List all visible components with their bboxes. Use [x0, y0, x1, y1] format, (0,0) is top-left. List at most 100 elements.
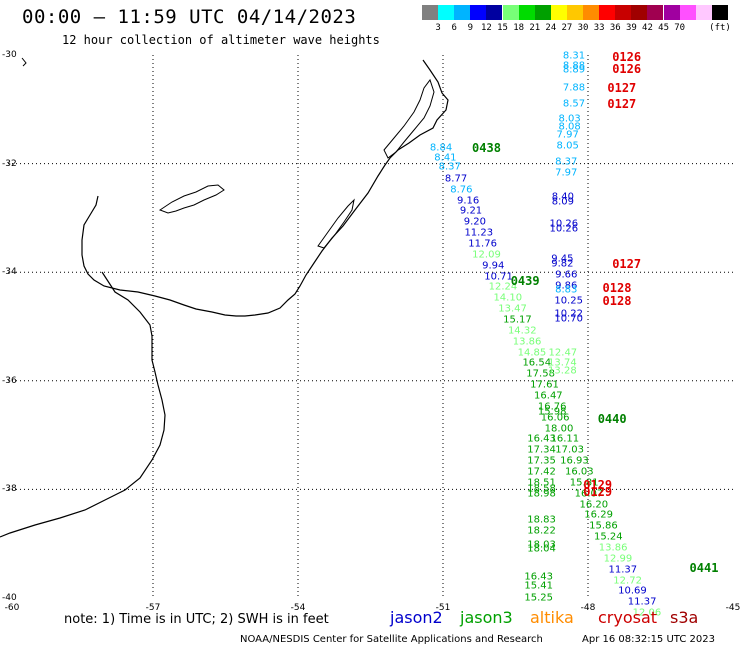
- wave-height-value: 8.37: [555, 156, 578, 168]
- satellite-legend-entry: altika: [530, 608, 574, 627]
- pass-number-label: 0128: [602, 293, 632, 308]
- legend-swatch: [711, 5, 729, 20]
- lat-tick-label: -40: [2, 593, 17, 603]
- lon-tick-label: -45: [725, 603, 740, 613]
- lat-tick-label: -34: [2, 267, 17, 278]
- wave-height-value: 8.89: [562, 64, 586, 76]
- pass-number-label: 0127: [607, 96, 637, 111]
- note-text: note: 1) Time is in UTC; 2) SWH is in fe…: [64, 612, 329, 627]
- wave-height-value: 8.76: [450, 184, 473, 196]
- wave-height-value: 10.69: [618, 585, 647, 597]
- wave-height-value: 10.22: [554, 308, 583, 320]
- wave-height-value: 17.03: [555, 444, 584, 456]
- chart-title: 00:00 — 11:59 UTC 04/14/2023: [22, 6, 357, 28]
- wave-height-value: 8.08: [558, 121, 581, 133]
- wave-height-value: 15.25: [524, 592, 554, 604]
- wave-height-value: 15.17: [503, 314, 532, 326]
- wave-height-value: 9.16: [456, 195, 480, 207]
- wave-height-value: 17.58: [526, 368, 555, 380]
- wave-height-value: 17.34: [527, 444, 556, 456]
- wave-height-value: 10.25: [554, 295, 583, 307]
- wave-height-value: 18.00: [544, 423, 574, 435]
- pass-number-label: 0126: [612, 61, 642, 76]
- wave-height-value: 13.74: [548, 357, 577, 369]
- wave-height-value: 14.32: [507, 325, 537, 337]
- pass-number-label: 0441: [689, 561, 719, 576]
- wave-height-value: 18.98: [527, 488, 556, 500]
- wave-height-value: 18.04: [527, 543, 556, 555]
- wave-height-value: 7.97: [555, 167, 578, 179]
- wave-height-value: 11.37: [608, 564, 638, 576]
- wave-height-value: 9.94: [482, 260, 505, 272]
- wave-height-value: 16.20: [579, 499, 609, 511]
- footer-credit: NOAA/NESDIS Center for Satellite Applica…: [240, 634, 543, 645]
- lat-tick-label: -30: [2, 50, 17, 60]
- legend-label: 42: [642, 23, 653, 33]
- wave-height-value: 17.61: [530, 379, 559, 391]
- wave-height-value: 8.57: [562, 98, 586, 110]
- wave-height-value: 14.10: [493, 292, 523, 304]
- wave-height-value: 15.98: [537, 406, 567, 418]
- wave-height-value: 8.84: [429, 142, 453, 154]
- wave-height-value: 18.51: [527, 477, 556, 489]
- legend-unit: (ft): [709, 23, 731, 33]
- legend-label: 30: [577, 23, 589, 33]
- wave-height-value: 8.05: [556, 140, 579, 152]
- wave-height-value: 18.58: [527, 483, 556, 495]
- wave-height-value: 18.83: [527, 514, 556, 526]
- lagoon-outline: [317, 198, 355, 249]
- wave-height-value: 10.26: [549, 218, 579, 230]
- wave-height-value: 10.26: [549, 223, 579, 235]
- wave-height-value: 16.06: [540, 412, 570, 424]
- wave-height-value: 16.03: [564, 466, 594, 478]
- satellite-legend-entry: jason2: [390, 608, 443, 627]
- wave-height-value: 16.43: [527, 433, 556, 445]
- wave-height-value: 11.23: [464, 227, 494, 239]
- lagoon-outline: [158, 184, 225, 214]
- wave-height-value: 13.47: [498, 303, 527, 315]
- wave-height-value: 9.82: [551, 258, 574, 270]
- wave-height-value: 13.28: [548, 365, 577, 377]
- lat-tick-label: -38: [2, 484, 17, 495]
- wave-height-value: 18.22: [527, 525, 556, 537]
- wave-height-value: 12.24: [488, 281, 518, 293]
- coastline: [81, 59, 449, 317]
- legend-label: 36: [609, 23, 621, 33]
- wave-height-value: 16.07: [574, 488, 604, 500]
- wave-height-value: 16.43: [524, 571, 554, 583]
- wave-height-value: 8.77: [444, 173, 468, 185]
- wave-height-value: 10.71: [484, 271, 513, 283]
- color-legend: 3 6 9 12 15 18 21 24 27 30 33 36 39 42 45 70 (ft): [422, 5, 731, 35]
- wave-height-value: 12.99: [603, 553, 633, 565]
- wave-height-value: 17.42: [527, 466, 556, 478]
- satellite-legend-entry: cryosat: [598, 608, 658, 627]
- wave-height-value: 8.09: [551, 196, 574, 208]
- wave-height-value: 16.76: [537, 401, 567, 413]
- wave-height-value: 8.37: [438, 161, 461, 173]
- coastline: [0, 271, 166, 538]
- wave-height-value: 16.11: [550, 433, 580, 445]
- pass-number-label: 0438: [472, 141, 501, 156]
- wave-height-value: 8.40: [551, 191, 574, 203]
- lagoon-outline: [383, 78, 435, 159]
- pass-number-label: 0129: [583, 485, 613, 500]
- wave-height-value: 13.86: [512, 336, 542, 348]
- chart-subtitle: 12 hour collection of altimeter wave hei…: [62, 33, 380, 47]
- wave-height-value: 8.31: [562, 50, 586, 62]
- legend-label: 33: [593, 23, 605, 33]
- wave-height-value: 9.21: [459, 205, 483, 217]
- pass-number-label: 0128: [602, 281, 632, 296]
- pass-number-label: 0129: [583, 478, 613, 493]
- legend-label: 39: [625, 23, 637, 33]
- legend-label: 18: [513, 23, 525, 33]
- wave-height-value: 16.54: [522, 357, 552, 369]
- satellite-legend-entry: jason3: [460, 608, 513, 627]
- wave-height-value: 10.70: [554, 313, 583, 325]
- wave-height-value: 9.20: [463, 216, 487, 228]
- wave-height-value: 16.47: [534, 390, 563, 402]
- wave-height-value: 9.66: [555, 269, 578, 281]
- legend-label: 27: [561, 23, 573, 33]
- legend-label: 12: [480, 23, 492, 33]
- lon-tick-label: -57: [145, 603, 161, 613]
